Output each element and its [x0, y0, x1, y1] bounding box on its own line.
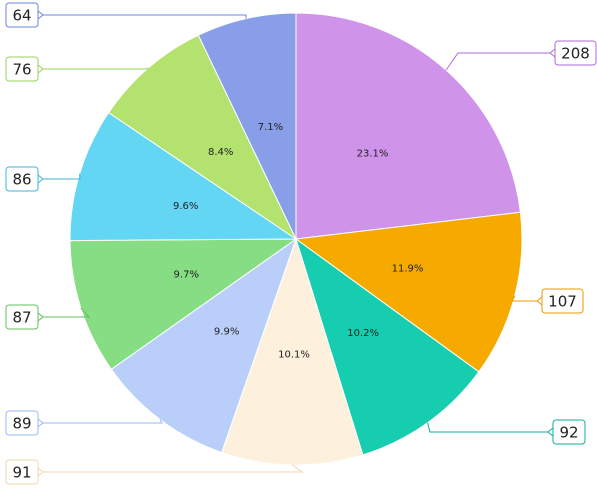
callout-line [38, 464, 304, 473]
percent-label: 9.6% [173, 201, 198, 212]
callout-pointer [37, 63, 44, 75]
pie-slice-208 [295, 12, 521, 240]
value-label: 208 [561, 45, 590, 63]
percent-label: 9.9% [214, 327, 239, 338]
callout-pointer [37, 466, 44, 478]
value-label: 91 [12, 464, 31, 482]
value-label: 92 [559, 424, 578, 442]
value-label: 107 [548, 293, 577, 311]
callout-pointer [547, 426, 554, 438]
callout-line [38, 14, 247, 19]
percent-label: 10.1% [278, 350, 310, 361]
pie-slice-64 [197, 12, 297, 240]
pie-slice-89 [110, 237, 297, 454]
callout-pointer [549, 47, 556, 59]
callout-line [38, 307, 91, 318]
percent-label: 9.7% [174, 270, 199, 281]
callout-pointer [37, 9, 44, 21]
value-label: 86 [12, 171, 31, 189]
value-label: 76 [12, 61, 31, 79]
callout-pointer [37, 417, 44, 429]
pie-slice-76 [107, 34, 298, 241]
value-label: 64 [12, 7, 31, 25]
callout-line [38, 419, 163, 424]
value-callouts: 208 107 92 91 89 87 86 76 64 [5, 2, 597, 485]
callout-line [511, 295, 542, 302]
percent-label: 23.1% [357, 148, 389, 159]
callout-line [38, 67, 149, 70]
percent-label: 11.9% [392, 264, 424, 275]
callout-pointer [37, 311, 44, 323]
pie-slice-92 [295, 237, 480, 456]
percent-label: 10.2% [347, 328, 379, 339]
callout-line [427, 422, 553, 433]
value-label: 87 [12, 309, 31, 327]
callout-pointer [37, 173, 44, 185]
pie-slices [69, 12, 523, 466]
callout-line [38, 173, 81, 180]
percent-label: 8.4% [208, 147, 233, 158]
pie-slice-107 [294, 211, 523, 373]
value-label: 89 [12, 415, 31, 433]
callout-pointer [536, 295, 543, 307]
percent-labels: 23.1% 11.9% 10.2% 10.1% 9.9% 9.7% 9.6% 8.4% 7.1% [173, 122, 423, 361]
percent-label: 7.1% [258, 122, 283, 133]
pie-slice-91 [221, 237, 364, 466]
callout-line [445, 52, 555, 71]
